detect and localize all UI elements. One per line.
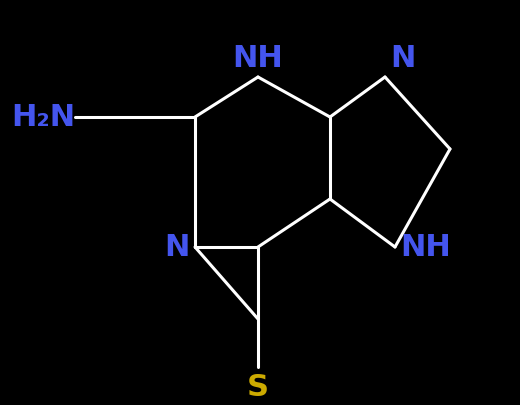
Text: S: S (247, 372, 269, 401)
Text: NH: NH (232, 44, 283, 73)
Text: N: N (390, 44, 415, 73)
Text: NH: NH (400, 233, 451, 262)
Text: H₂N: H₂N (11, 103, 75, 132)
Text: N: N (165, 233, 190, 262)
